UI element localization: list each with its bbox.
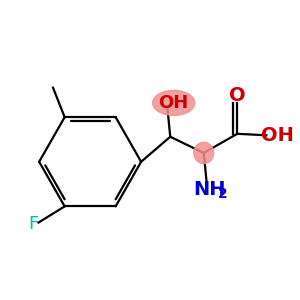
Text: 2: 2 [218,187,227,201]
Text: NH: NH [193,180,226,199]
Ellipse shape [153,90,195,116]
Ellipse shape [194,142,214,164]
Text: O: O [229,86,246,105]
Text: F: F [28,215,38,233]
Text: OH: OH [261,126,294,145]
Text: OH: OH [159,94,189,112]
